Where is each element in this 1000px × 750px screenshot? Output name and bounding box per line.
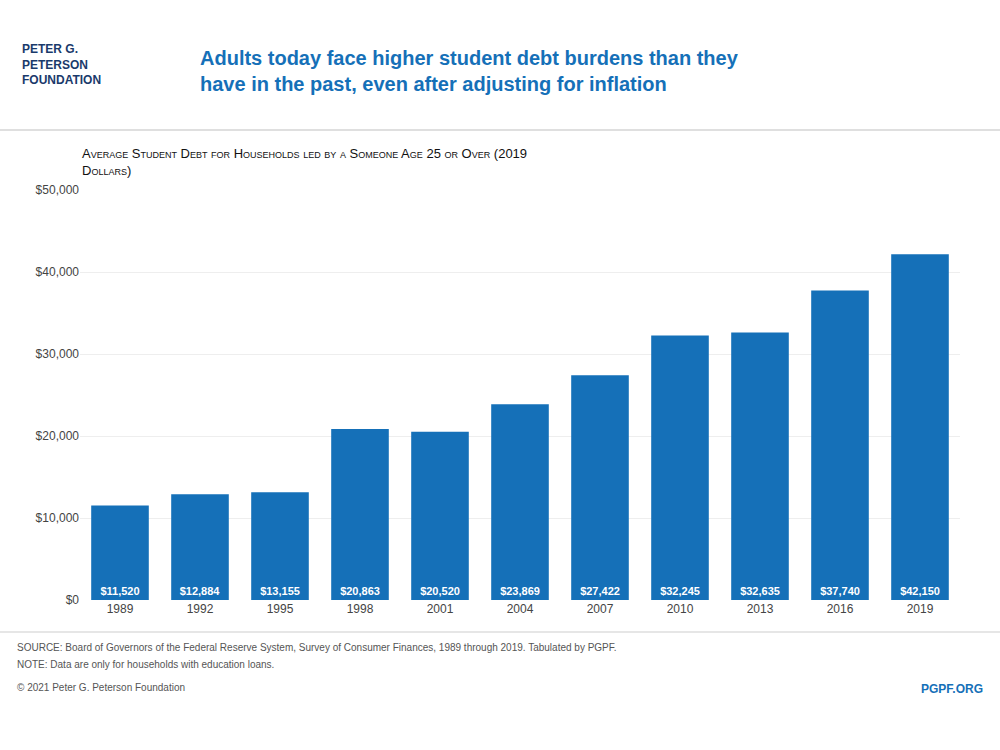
- svg-text:$23,869: $23,869: [500, 585, 540, 597]
- svg-text:PETER G.PETERSONFOUNDATION: PETER G.PETERSONFOUNDATION: [22, 42, 101, 87]
- svg-text:PGPF.ORG: PGPF.ORG: [921, 682, 983, 696]
- svg-text:$42,150: $42,150: [900, 585, 940, 597]
- svg-text:2001: 2001: [427, 602, 454, 616]
- svg-text:NOTE: Data are only for househ: NOTE: Data are only for households with …: [17, 659, 274, 670]
- svg-text:$10,000: $10,000: [36, 511, 80, 525]
- svg-text:SOURCE: Board of Governors of: SOURCE: Board of Governors of the Federa…: [17, 642, 617, 653]
- svg-text:$30,000: $30,000: [36, 347, 80, 361]
- svg-text:2007: 2007: [587, 602, 614, 616]
- svg-text:1989: 1989: [107, 602, 134, 616]
- svg-text:$20,000: $20,000: [36, 429, 80, 443]
- svg-text:1998: 1998: [347, 602, 374, 616]
- svg-text:2004: 2004: [507, 602, 534, 616]
- svg-text:$11,520: $11,520: [100, 585, 139, 597]
- svg-text:$12,884: $12,884: [180, 585, 221, 597]
- svg-text:1992: 1992: [187, 602, 214, 616]
- svg-text:$27,422: $27,422: [580, 585, 620, 597]
- svg-text:1995: 1995: [267, 602, 294, 616]
- svg-text:$32,245: $32,245: [660, 585, 700, 597]
- svg-text:$50,000: $50,000: [36, 183, 80, 197]
- svg-text:2010: 2010: [667, 602, 694, 616]
- svg-text:$37,740: $37,740: [820, 585, 860, 597]
- svg-text:2019: 2019: [907, 602, 934, 616]
- svg-text:$32,635: $32,635: [740, 585, 780, 597]
- svg-text:Adults today face higher stude: Adults today face higher student debt bu…: [200, 47, 739, 95]
- svg-text:$40,000: $40,000: [36, 265, 80, 279]
- svg-text:$20,863: $20,863: [340, 585, 380, 597]
- svg-text:2013: 2013: [747, 602, 774, 616]
- svg-text:Average Student Debt for House: Average Student Debt for Households led …: [82, 146, 527, 178]
- svg-text:$13,155: $13,155: [260, 585, 300, 597]
- svg-text:2016: 2016: [827, 602, 854, 616]
- svg-text:© 2021 Peter G. Peterson Found: © 2021 Peter G. Peterson Foundation: [17, 682, 185, 693]
- svg-text:$0: $0: [66, 593, 80, 607]
- svg-text:$20,520: $20,520: [420, 585, 460, 597]
